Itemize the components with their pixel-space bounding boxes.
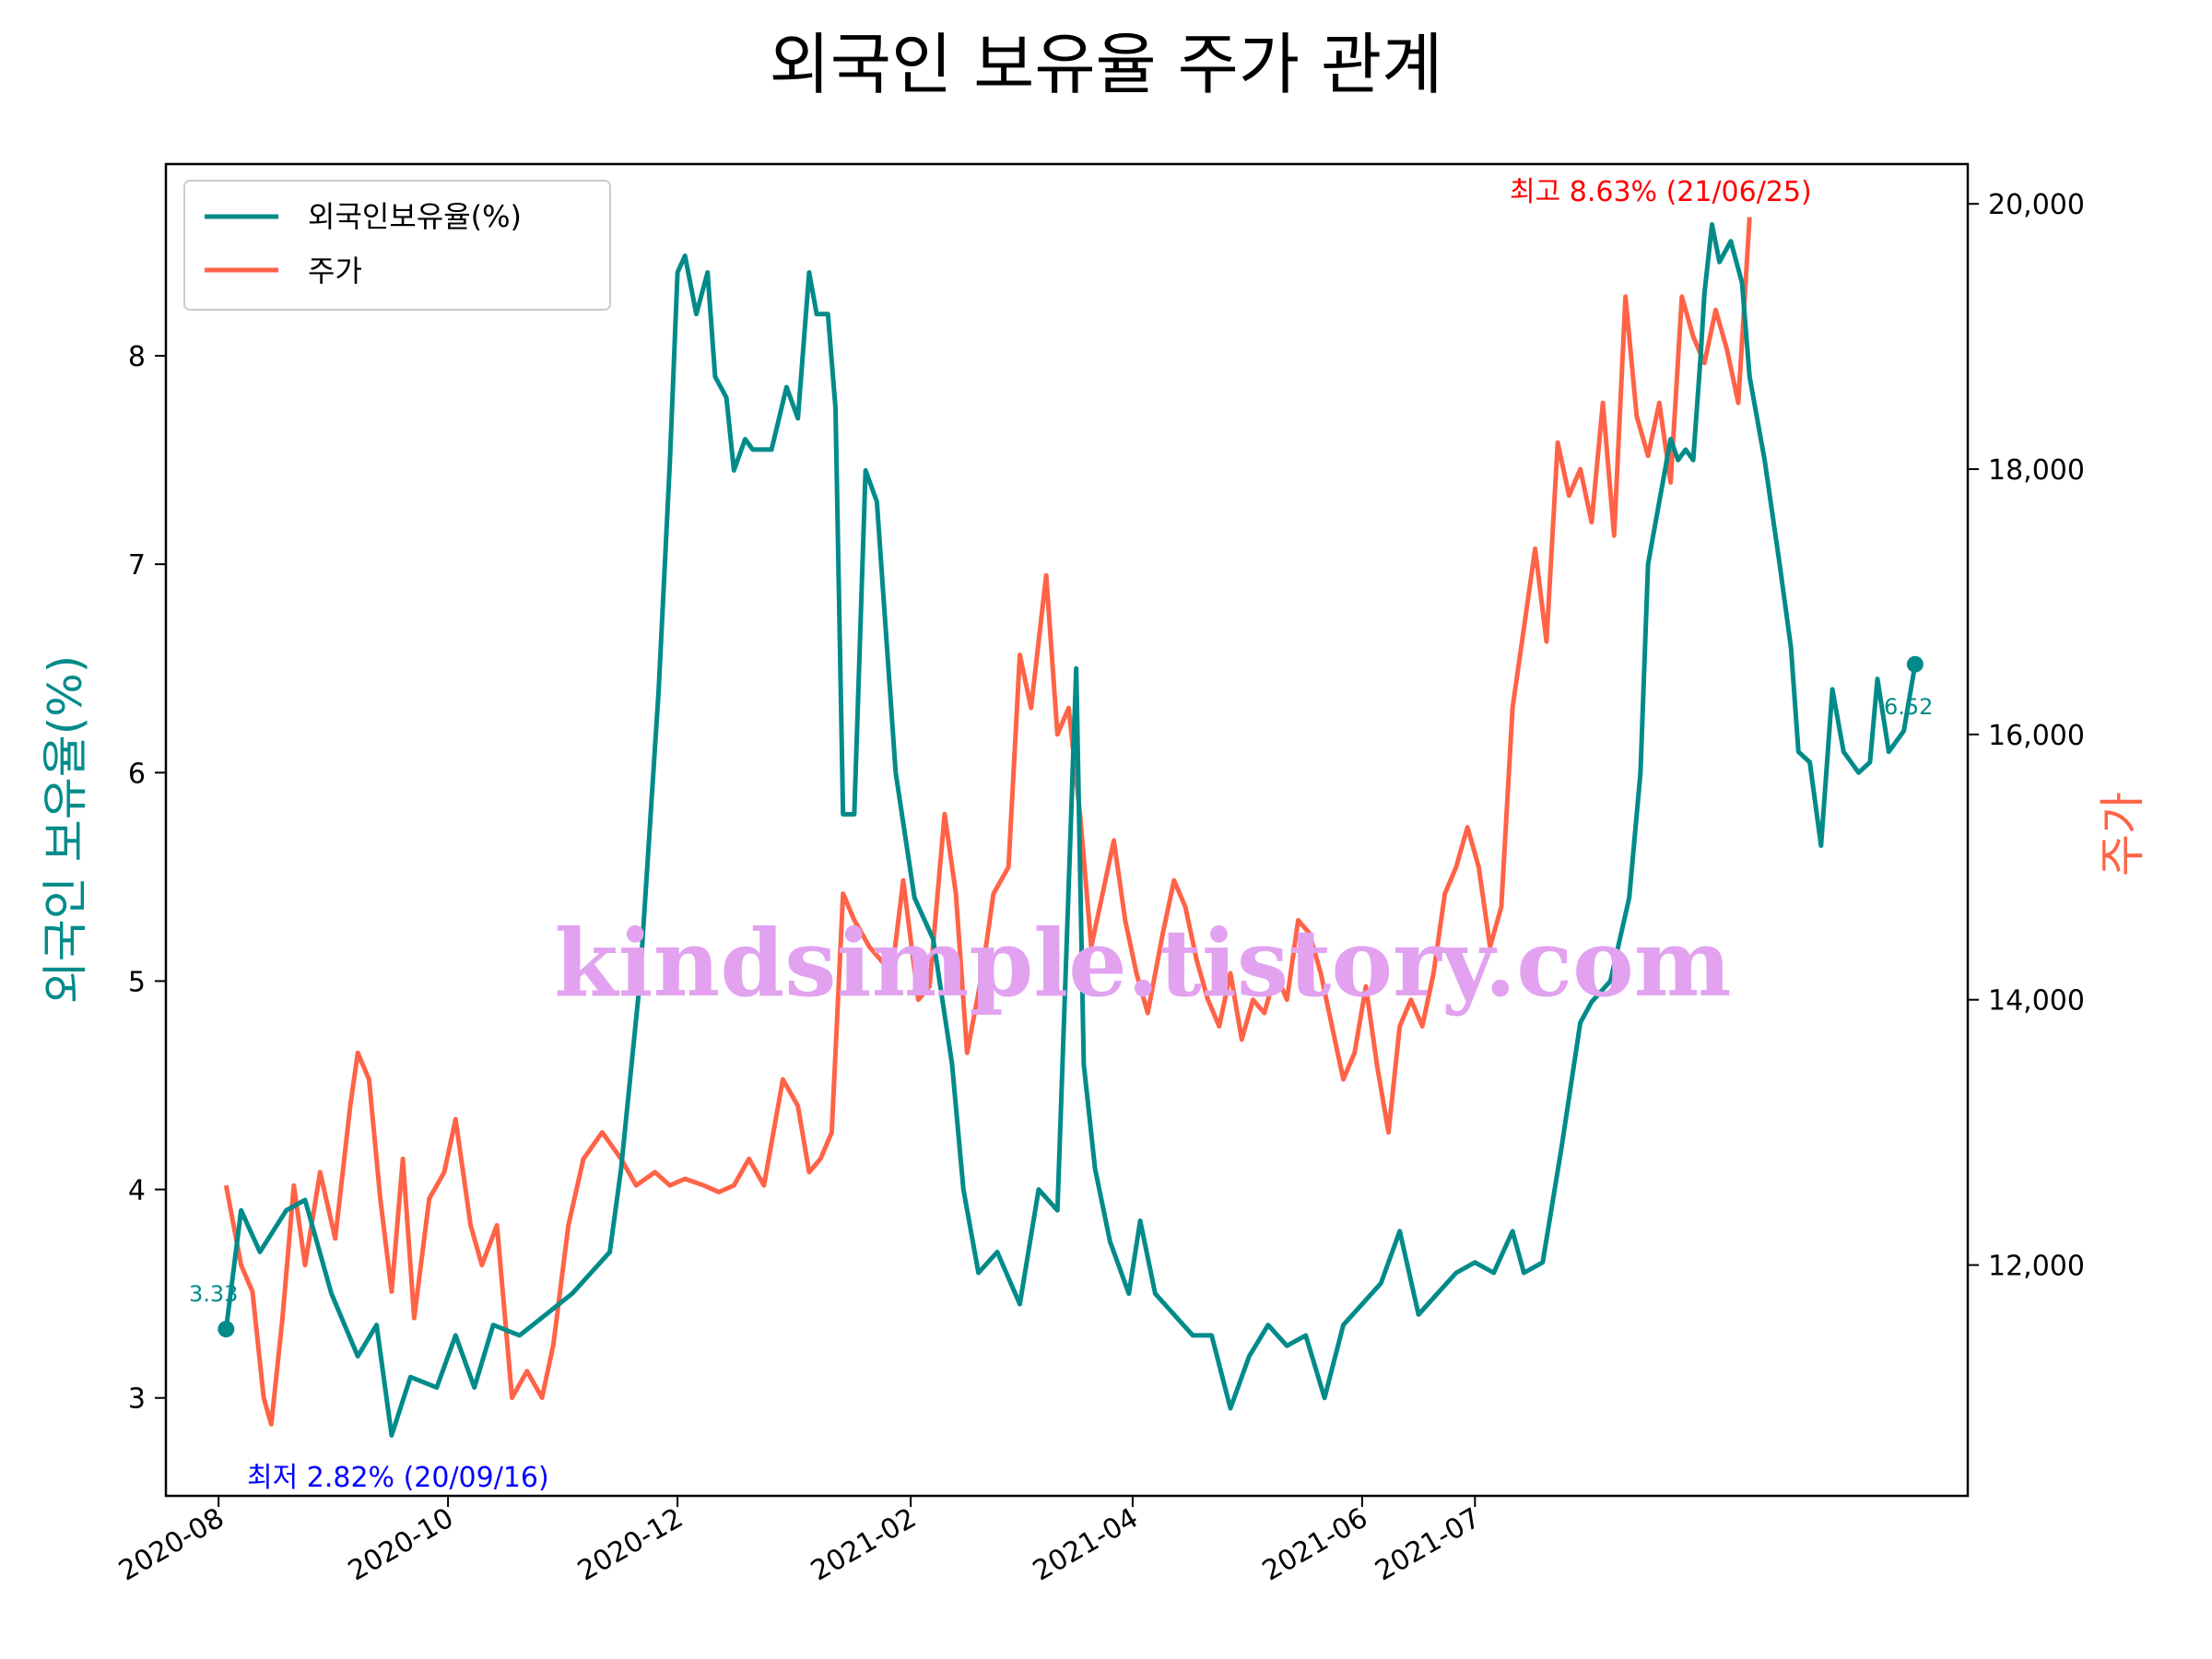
y-left-tick-label: 6 [128, 758, 146, 790]
x-tick-label: 2021-06 [1257, 1502, 1373, 1588]
series-line-foreign [223, 222, 1918, 1438]
y-left-tick-label: 3 [128, 1383, 146, 1416]
x-tick-label: 2020-08 [113, 1502, 229, 1588]
x-tick-label: 2020-12 [572, 1502, 688, 1588]
y-right-tick-label: 12,000 [1988, 1251, 2085, 1283]
plot-area [166, 164, 1968, 1496]
y-axis-right-label: 주가 [2096, 792, 2149, 877]
start-point-marker [218, 1321, 235, 1338]
start-value-label: 3.33 [189, 1281, 238, 1307]
y-right-tick-label: 18,000 [1988, 454, 2085, 487]
y-left-tick-label: 5 [128, 966, 146, 998]
y-right-tick-label: 14,000 [1988, 985, 2085, 1018]
y-axis-right: 12,000 14,000 16,000 18,000 20,000 [1968, 189, 2085, 1283]
y-left-tick-label: 8 [128, 341, 146, 373]
x-tick-label: 2020-10 [343, 1502, 459, 1588]
legend: 외국인보유율(%) 주가 [183, 180, 611, 311]
legend-label-foreign: 외국인보유율(%) [308, 199, 522, 234]
end-value-label: 6.52 [1884, 694, 1933, 720]
legend-box [183, 180, 611, 311]
plot-frame [164, 162, 1970, 1498]
legend-label-price: 주가 [308, 253, 362, 288]
y-right-tick-label: 20,000 [1988, 189, 2085, 221]
y-left-tick-label: 4 [128, 1175, 146, 1207]
series-line-price [223, 217, 1752, 1427]
series-group [218, 217, 1924, 1438]
end-point-marker [1906, 655, 1924, 673]
x-tick-label: 2021-07 [1370, 1502, 1486, 1588]
x-axis: 2020-08 2020-10 2020-12 2021-02 2021-04 2021-… [113, 1496, 1486, 1588]
x-tick-label: 2021-04 [1028, 1502, 1144, 1588]
y-axis-left: 3 4 5 6 7 8 [128, 341, 166, 1416]
y-right-tick-label: 16,000 [1988, 720, 2085, 752]
y-axis-left-label: 외국인 보유율(%) [39, 655, 92, 1004]
max-annotation: 최고 8.63% (21/06/25) [1510, 176, 1812, 208]
y-left-tick-label: 7 [128, 549, 146, 582]
chart-title: 외국인 보유율 주가 관계 [769, 26, 1442, 103]
watermark: kindsimple.tistory.com [554, 909, 1731, 1018]
x-tick-label: 2021-02 [806, 1502, 922, 1588]
min-annotation: 최저 2.82% (20/09/16) [247, 1462, 549, 1494]
